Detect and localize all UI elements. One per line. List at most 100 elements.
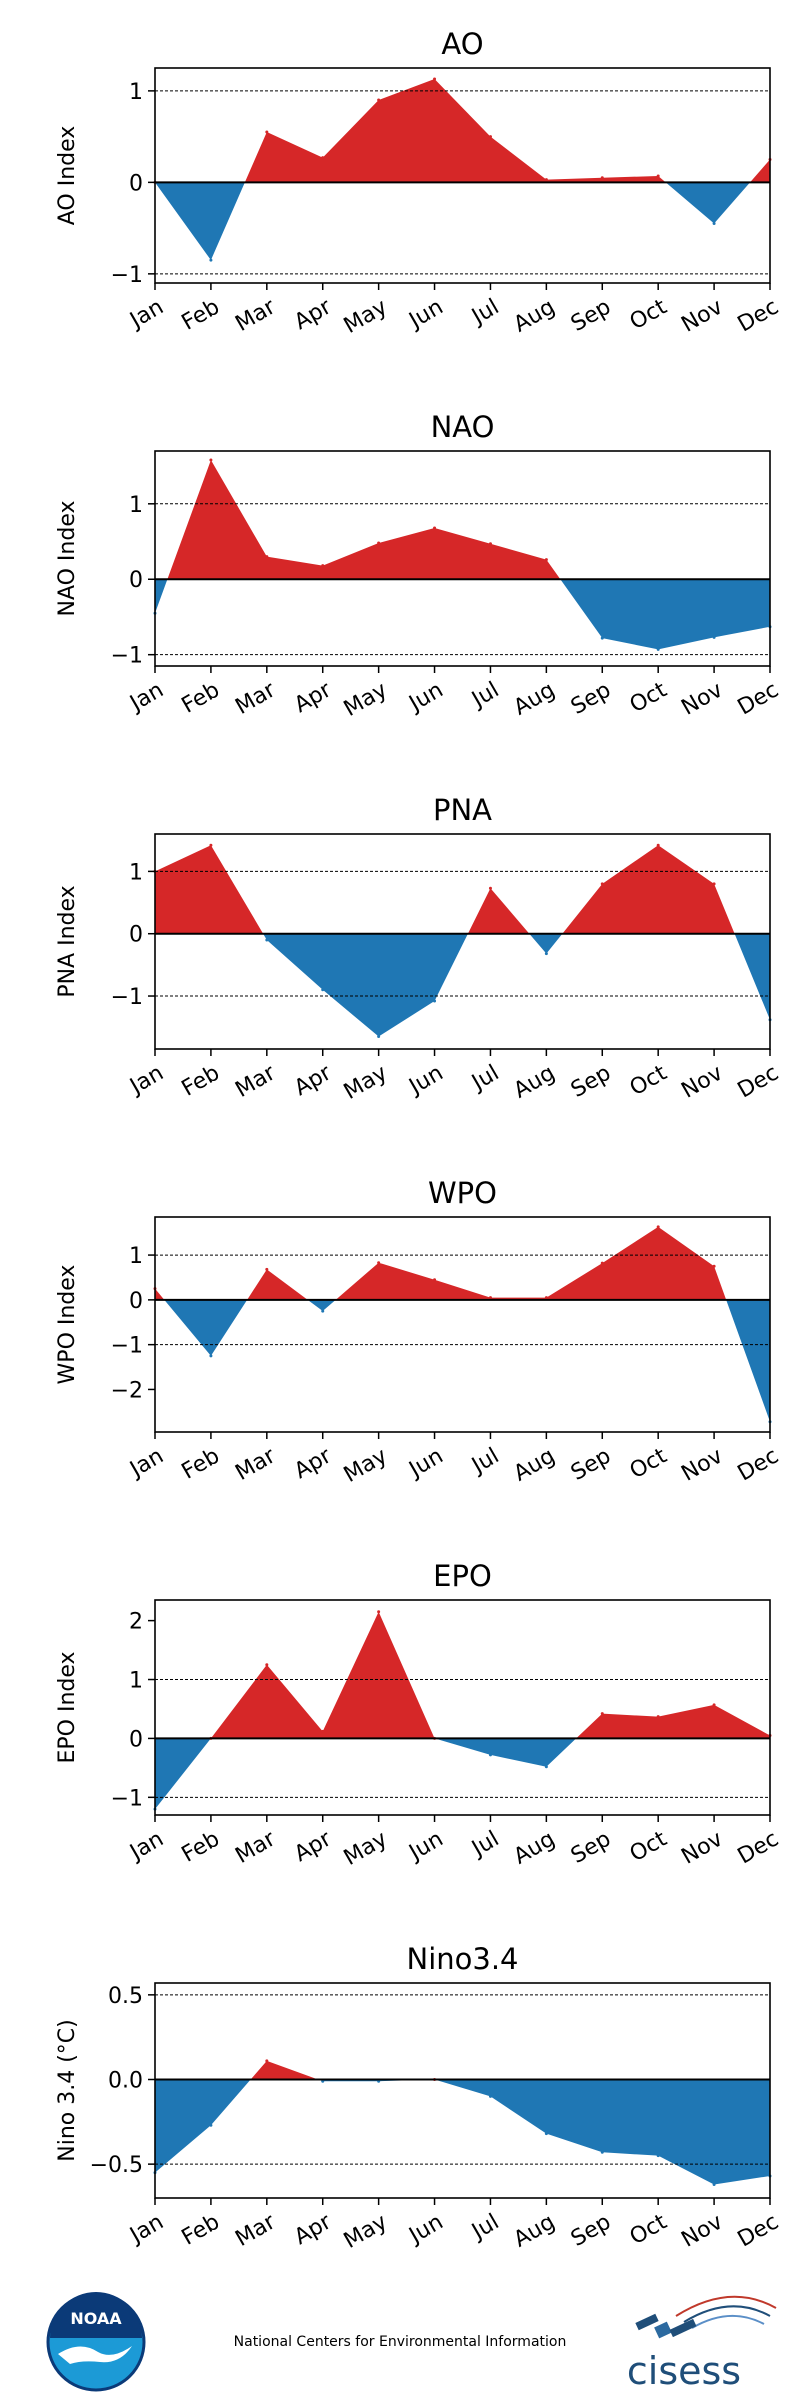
x-tick-label-oct: Oct: [626, 677, 672, 718]
x-tick-label-dec: Dec: [734, 678, 783, 721]
x-tick-label-sep: Sep: [567, 1444, 615, 1486]
x-tick-label-oct: Oct: [626, 1060, 672, 1101]
data-point-jul: [488, 135, 492, 139]
noaa-logo-icon: NOAA: [46, 2292, 146, 2392]
chart-title: PNA: [433, 793, 492, 827]
negative-area: [155, 579, 770, 650]
data-point-mar: [265, 555, 269, 559]
data-point-nov: [712, 1703, 716, 1707]
negative-area: [155, 1738, 770, 1810]
data-point-sep: [600, 1261, 604, 1265]
data-point-aug: [544, 952, 548, 956]
x-tick-label-jan: Jan: [124, 1444, 168, 1484]
data-point-mar: [265, 130, 269, 134]
chart-title: AO: [441, 27, 483, 61]
x-tick-label-jun: Jun: [404, 1061, 448, 1101]
y-tick-label: −1: [111, 1786, 143, 1811]
y-axis-label: PNA Index: [55, 885, 80, 997]
y-tick-label: −1: [111, 985, 143, 1010]
x-tick-label-dec: Dec: [734, 1061, 783, 1104]
data-point-nov: [712, 222, 716, 226]
y-tick-label: 0: [129, 1727, 143, 1752]
x-tick-label-oct: Oct: [626, 1826, 672, 1867]
x-tick-label-apr: Apr: [290, 294, 336, 335]
x-tick-label-mar: Mar: [231, 677, 280, 720]
data-point-apr: [321, 156, 325, 160]
data-point-aug: [544, 1296, 548, 1300]
y-tick-label: 0: [129, 171, 143, 196]
data-point-may: [377, 98, 381, 102]
noaa-logo-text: NOAA: [70, 2309, 122, 2328]
y-tick-label: 0.0: [108, 2068, 143, 2093]
data-point-feb: [209, 1354, 213, 1358]
positive-area: [155, 845, 770, 934]
y-tick-label: 1: [129, 1669, 143, 1694]
x-tick-label-feb: Feb: [178, 678, 224, 719]
data-point-aug: [544, 2132, 548, 2136]
x-tick-label-dec: Dec: [734, 295, 783, 338]
data-point-jul: [488, 1753, 492, 1757]
negative-area: [155, 1299, 770, 1422]
data-point-mar: [265, 1663, 269, 1667]
chart-3: WPO WPO Index −2 −1 0 1 Jan Feb Mar Apr May Jun Jul A…: [55, 1176, 783, 1488]
x-tick-label-aug: Aug: [510, 1444, 560, 1487]
y-tick-label: 0: [129, 568, 143, 593]
x-tick-label-feb: Feb: [178, 295, 224, 336]
x-tick-label-apr: Apr: [290, 1826, 336, 1867]
x-tick-label-may: May: [340, 1827, 392, 1871]
x-tick-label-apr: Apr: [290, 2209, 336, 2250]
x-tick-label-feb: Feb: [178, 1827, 224, 1868]
data-point-apr: [321, 1729, 325, 1733]
y-tick-label: −1: [111, 1334, 143, 1359]
x-tick-label-jun: Jun: [404, 678, 448, 718]
x-tick-label-jun: Jun: [404, 1827, 448, 1867]
footer: NOAA National Centers for Environmental …: [46, 2292, 777, 2393]
y-axis-label: AO Index: [55, 126, 80, 226]
x-tick-label-jul: Jul: [466, 1444, 503, 1480]
x-tick-label-jan: Jan: [124, 678, 168, 718]
data-point-aug: [544, 558, 548, 562]
x-tick-label-jun: Jun: [404, 295, 448, 335]
positive-area: [155, 2060, 770, 2080]
x-tick-label-feb: Feb: [178, 1444, 224, 1485]
data-point-aug: [544, 1765, 548, 1769]
data-point-sep: [600, 882, 604, 886]
y-tick-label: 1: [129, 80, 143, 105]
x-tick-label-aug: Aug: [510, 295, 560, 338]
x-tick-label-jul: Jul: [466, 1827, 503, 1863]
x-tick-label-jun: Jun: [404, 2210, 448, 2250]
chart-title: WPO: [428, 1176, 497, 1210]
data-point-nov: [712, 635, 716, 639]
x-tick-label-nov: Nov: [677, 678, 727, 721]
plot-frame: [154, 1216, 771, 1433]
x-tick-label-may: May: [340, 2210, 392, 2254]
x-tick-label-nov: Nov: [677, 1061, 727, 1104]
x-tick-label-may: May: [340, 1444, 392, 1488]
chart-title: Nino3.4: [407, 1942, 519, 1976]
cisess-logo-text: cisess: [627, 2349, 741, 2393]
plot-frame: [154, 67, 771, 284]
x-tick-label-oct: Oct: [626, 2209, 672, 2250]
x-tick-label-nov: Nov: [677, 2210, 727, 2253]
data-point-apr: [321, 988, 325, 992]
y-tick-label: 0.5: [108, 1984, 143, 2009]
y-axis-label: NAO Index: [55, 501, 80, 617]
plot-frame: [154, 450, 771, 667]
y-tick-label: −0.5: [90, 2153, 143, 2178]
data-point-mar: [265, 1267, 269, 1271]
positive-area: [155, 78, 770, 183]
data-point-may: [377, 541, 381, 545]
data-point-nov: [712, 2182, 716, 2186]
chart-0: AO AO Index −1 0 1 Jan Feb Mar Apr May Jun Jul Aug Se…: [55, 27, 783, 339]
data-point-nov: [712, 882, 716, 886]
x-tick-label-may: May: [340, 678, 392, 722]
x-tick-label-mar: Mar: [231, 2209, 280, 2252]
data-point-oct: [656, 174, 660, 178]
data-point-oct: [656, 1225, 660, 1229]
data-point-oct: [656, 843, 660, 847]
x-tick-label-jul: Jul: [466, 1061, 503, 1097]
x-tick-label-sep: Sep: [567, 2210, 615, 2252]
x-tick-label-jun: Jun: [404, 1444, 448, 1484]
x-tick-label-aug: Aug: [510, 2210, 560, 2253]
